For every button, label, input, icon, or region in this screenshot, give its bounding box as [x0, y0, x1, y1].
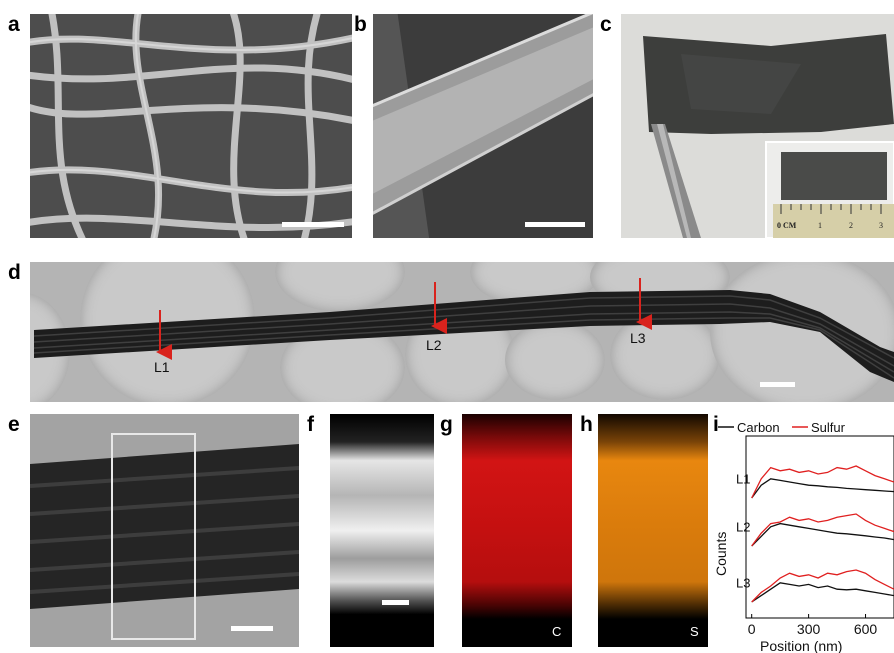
scale-bar: [282, 222, 344, 227]
panel-label-i: i: [713, 413, 719, 436]
series-line-l2-sulfur: [751, 513, 894, 547]
ruler-tick-label: 3: [879, 221, 883, 230]
panel-label-e: e: [8, 413, 20, 436]
panel-label-f: f: [307, 413, 314, 436]
x-tick-label: 300: [797, 621, 821, 637]
panel-label-h: h: [580, 413, 593, 436]
ruler-tick-label: 1: [818, 221, 822, 230]
line-scan-label-l3: L3: [630, 330, 646, 346]
eds-map-carbon: C: [462, 414, 572, 647]
film-photo-drawing: 0 CM 1 2 3: [621, 14, 894, 238]
line-scan-label-l2: L2: [426, 337, 442, 353]
ruler-unit-label: 0 CM: [777, 221, 797, 230]
element-label-sulfur: S: [690, 624, 699, 639]
profile-label-l2: L2: [736, 520, 750, 535]
sem-image-single-fiber: [373, 14, 593, 238]
series-line-l1-carbon: [751, 478, 894, 499]
element-label-carbon: C: [552, 624, 562, 639]
single-fiber-drawing: [373, 14, 593, 238]
scale-bar: [525, 222, 585, 227]
x-tick-label: 600: [854, 621, 878, 637]
profile-label-l1: L1: [736, 472, 750, 487]
fiber-network-drawing: [30, 14, 352, 238]
tem-image-fiber-closeup: [30, 414, 299, 647]
panel-label-b: b: [354, 13, 367, 36]
sulfur-map-drawing: [598, 414, 708, 647]
panel-label-d: d: [8, 261, 21, 284]
series-line-l1-sulfur: [751, 465, 894, 499]
scale-bar: [382, 600, 409, 605]
y-axis-label: Counts: [713, 532, 729, 576]
series-line-l3-sulfur: [751, 569, 894, 603]
scale-bar: [231, 626, 273, 631]
series-line-l3-carbon: [751, 582, 894, 603]
ruler-tick-label: 2: [849, 221, 853, 230]
grid-hole: [505, 320, 605, 400]
series-line-l2-carbon: [751, 522, 894, 547]
panel-label-c: c: [600, 13, 612, 36]
panel-label-a: a: [8, 13, 20, 36]
line-scan-arrows: [156, 278, 652, 360]
grid-hole: [710, 262, 894, 402]
sem-image-fiber-network: [30, 14, 352, 238]
fiber-closeup-drawing: [30, 414, 299, 647]
scale-bar: [760, 382, 795, 387]
tem-image-long-fiber: L1 L2 L3: [30, 262, 894, 402]
stem-drawing: [330, 414, 434, 647]
panel-label-g: g: [440, 413, 453, 436]
stem-image: [330, 414, 434, 647]
line-scan-chart: Carbon Sulfur Counts Position (nm) L1 L2 L…: [713, 420, 894, 653]
profile-label-l3: L3: [736, 576, 750, 591]
tem-fiber-drawing: [33, 290, 894, 382]
selected-region-box: [111, 433, 196, 640]
x-tick-label: 0: [748, 621, 756, 637]
photo-flexible-film: 0 CM 1 2 3: [621, 14, 894, 238]
line-scan-label-l1: L1: [154, 359, 170, 375]
carbon-map-drawing: [462, 414, 572, 647]
legend-label-carbon: Carbon: [737, 420, 780, 435]
x-axis-label: Position (nm): [760, 638, 842, 653]
eds-map-sulfur: S: [598, 414, 708, 647]
legend-label-sulfur: Sulfur: [811, 420, 846, 435]
